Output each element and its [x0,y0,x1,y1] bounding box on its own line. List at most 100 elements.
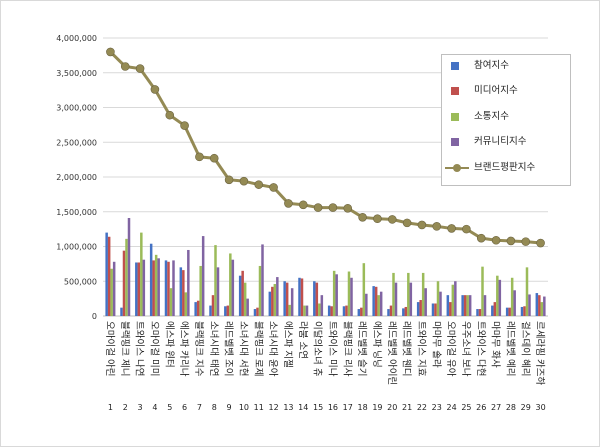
legend-label-communication: 소통지수 [474,111,509,122]
data-point [150,85,160,94]
bar [416,302,420,316]
bar [305,305,309,316]
bar [273,284,277,316]
bar [347,271,351,316]
data-point [373,214,382,223]
bar [446,295,450,316]
bar [298,277,301,316]
bar [528,294,531,316]
line-series [106,47,545,248]
bar [179,267,183,316]
y-tick-label: 4,000,000 [56,34,97,43]
bar [112,261,116,316]
data-point [387,215,397,224]
data-point [521,237,531,246]
bar [377,295,380,316]
bar [315,282,319,316]
bar [182,270,185,316]
legend: 참여지수 미디어지수 소통지수 커뮤니티지수 브랜드평판지수 [441,54,571,186]
data-point [224,175,234,185]
x-tick-label: 이달의소녀 츄 [312,321,324,377]
bar [421,272,425,316]
x-tick-label: 에스파 지젤 [282,321,294,368]
legend-marker-brand [453,164,461,172]
x-tick-label: 우주소녀 보나 [460,321,471,377]
bar [332,270,336,316]
bar [276,277,279,316]
bar [256,307,259,316]
bar [365,293,368,316]
data-point [313,203,323,212]
x-axis-labels: 오마이걸 아린 블랙핑크 제니 트와이스 나연 오마이걸 미미 에스파 윈터 에스파 카리… [104,321,546,385]
legend-swatch-community [451,138,459,146]
bar [434,303,437,316]
bar [362,263,366,316]
bar [439,291,442,316]
x-index-label: 27 [491,403,501,412]
bar [483,295,487,316]
bar [327,305,331,316]
x-index-label: 18 [357,403,367,412]
bar [451,284,455,316]
data-point [417,220,427,230]
bar [543,296,546,316]
x-index-label: 13 [283,403,293,412]
x-index-label: 17 [343,403,353,412]
data-point [491,235,501,245]
x-tick-label: 레드벨벳 예리 [504,321,515,376]
x-tick-label: 블랙핑크 로제 [252,321,263,376]
bar [135,262,138,316]
data-point [284,199,293,208]
bar-series [105,218,546,316]
data-point [180,121,189,130]
bar [505,307,509,316]
bar [209,305,212,316]
bar [164,260,168,316]
x-index-label: 12 [268,403,278,412]
bar [216,267,220,316]
bar [463,295,467,316]
bar [238,275,242,316]
bar [345,305,348,316]
bar [172,260,175,316]
data-point [536,238,545,248]
bar [318,303,321,316]
x-index-label: 29 [521,403,531,412]
bar [498,279,502,316]
x-tick-label: 마마무 화사 [490,321,501,368]
bar [476,309,479,316]
bar [120,307,123,316]
x-tick-label: 마마무 솔라 [430,321,441,368]
bar [313,281,316,316]
legend-label-participation: 참여지수 [474,60,509,71]
bar [268,291,272,316]
data-point [195,152,204,162]
x-index-label: 23 [432,403,442,412]
x-index-label: 10 [239,403,249,412]
bar [389,305,393,316]
x-tick-label: 레드벨벳 아이린 [386,321,397,385]
x-index-label: 2 [123,403,128,412]
bar [187,249,190,316]
x-tick-label: 블랙핑크 리사 [341,321,352,377]
x-tick-label: 트와이스 미나 [326,321,338,377]
x-tick-label: 소녀시대 윤아 [267,321,278,377]
bar [320,295,324,316]
bar [243,282,247,316]
bar [271,286,274,316]
x-tick-label: 오마이걸 미미 [148,321,160,376]
x-index-label: 7 [197,403,202,412]
bar [122,250,126,316]
x-tick-label: 소녀시대 태연 [208,321,219,376]
x-tick-label: 레드벨벳 웬디 [401,321,412,376]
bar [194,302,197,316]
bar [394,282,398,316]
data-point [328,203,338,212]
data-point [476,233,486,243]
x-index-label: 28 [506,403,516,412]
legend-swatch-media [451,87,459,95]
bar [350,277,353,316]
bar [461,295,464,316]
bar [407,272,410,316]
x-tick-label: 블랙핑크 제니 [119,321,130,376]
